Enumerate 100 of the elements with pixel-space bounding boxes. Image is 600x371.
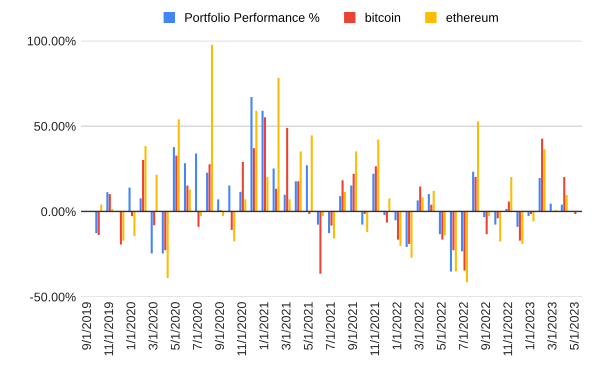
legend-label: bitcoin: [366, 12, 400, 22]
bar: [476, 122, 480, 212]
bar: [516, 211, 519, 227]
bar: [122, 211, 124, 241]
x-tick-label: 11/1/2022: [503, 302, 512, 356]
bar: [454, 211, 457, 272]
bar: [374, 166, 377, 212]
bar: [352, 174, 355, 212]
x-tick-label: 11/1/2020: [237, 302, 246, 356]
bar: [188, 190, 191, 212]
bar: [496, 211, 499, 218]
bar: [428, 194, 430, 212]
bar: [377, 140, 380, 212]
bar: [252, 148, 255, 212]
bar: [262, 110, 264, 212]
bar: [408, 211, 410, 244]
bar: [140, 198, 142, 212]
bar: [550, 204, 552, 212]
y-tick-label: 100.00%: [28, 36, 76, 46]
bar: [483, 211, 486, 218]
bar: [294, 181, 297, 212]
bar: [133, 211, 136, 236]
bar: [406, 211, 408, 247]
bar: [544, 149, 546, 212]
bar: [286, 128, 288, 212]
x-tick-label: 9/1/2021: [348, 302, 358, 350]
bar: [166, 211, 169, 278]
x-tick-label: 3/1/2023: [547, 302, 557, 350]
legend-label: Portfolio Performance %: [185, 12, 320, 22]
bar: [210, 44, 214, 212]
bar: [563, 176, 566, 212]
bar: [172, 147, 175, 212]
bar: [355, 151, 358, 212]
bar: [242, 162, 244, 212]
bar: [499, 211, 502, 242]
bar: [560, 204, 563, 212]
bar: [410, 211, 413, 258]
bar: [178, 119, 180, 212]
bar: [316, 211, 320, 225]
x-tick-label: 7/1/2021: [326, 302, 335, 350]
bar: [450, 211, 452, 272]
bar: [217, 199, 220, 212]
bar: [364, 211, 366, 214]
x-tick-label: 11/1/2021: [370, 302, 380, 356]
bar: [272, 168, 275, 212]
bar: [186, 186, 188, 212]
bar: [142, 160, 144, 212]
bar: [156, 174, 158, 212]
x-tick-label: 5/1/2023: [570, 302, 579, 350]
bar: [510, 176, 512, 212]
bar: [230, 211, 233, 230]
x-tick-label: 3/1/2020: [148, 302, 158, 350]
y-tick-label: 0.00%: [41, 207, 76, 216]
x-tick-label: 1/1/2021: [259, 302, 268, 350]
x-tick-label: 9/1/2020: [214, 302, 224, 350]
bar: [441, 211, 444, 240]
x-tick-label: 1/1/2023: [525, 302, 534, 350]
bar: [330, 211, 333, 226]
bar: [288, 199, 291, 212]
bar: [366, 211, 368, 232]
bar: [98, 211, 100, 236]
bar: [208, 164, 211, 212]
bar: [300, 151, 302, 212]
x-tick-label: 9/1/2022: [480, 302, 490, 350]
bar: [332, 211, 335, 238]
bar: [306, 165, 308, 212]
bar: [419, 186, 422, 212]
bar: [297, 181, 300, 212]
bar: [361, 211, 364, 225]
bar: [416, 200, 419, 212]
bar: [250, 96, 253, 212]
x-tick-label: 1/1/2020: [126, 302, 136, 350]
bar: [106, 192, 108, 212]
bar: [386, 211, 388, 223]
x-tick-label: 5/1/2021: [304, 302, 313, 350]
bar: [100, 204, 102, 212]
bar: [339, 196, 342, 212]
bar: [438, 211, 441, 234]
bar: [95, 211, 98, 234]
x-tick-label: 11/1/2019: [104, 302, 114, 356]
bar: [508, 202, 510, 212]
bar: [277, 78, 280, 212]
x-tick-label: 3/1/2022: [414, 302, 424, 350]
bar: [328, 211, 330, 234]
x-tick-label: 1/1/2022: [392, 302, 402, 350]
bar: [164, 211, 166, 250]
bar: [184, 163, 186, 212]
x-tick-label: 3/1/2021: [281, 302, 291, 350]
bar: [206, 172, 208, 212]
bar: [342, 180, 344, 212]
bar: [532, 211, 534, 222]
bar: [566, 195, 568, 212]
bar: [120, 211, 122, 245]
y-tick-label: -50.00%: [30, 292, 76, 302]
bar: [399, 211, 402, 246]
bar: [244, 199, 246, 212]
bar: [396, 211, 400, 240]
bar: [463, 211, 466, 271]
bar: [175, 156, 178, 212]
bar: [472, 172, 474, 212]
